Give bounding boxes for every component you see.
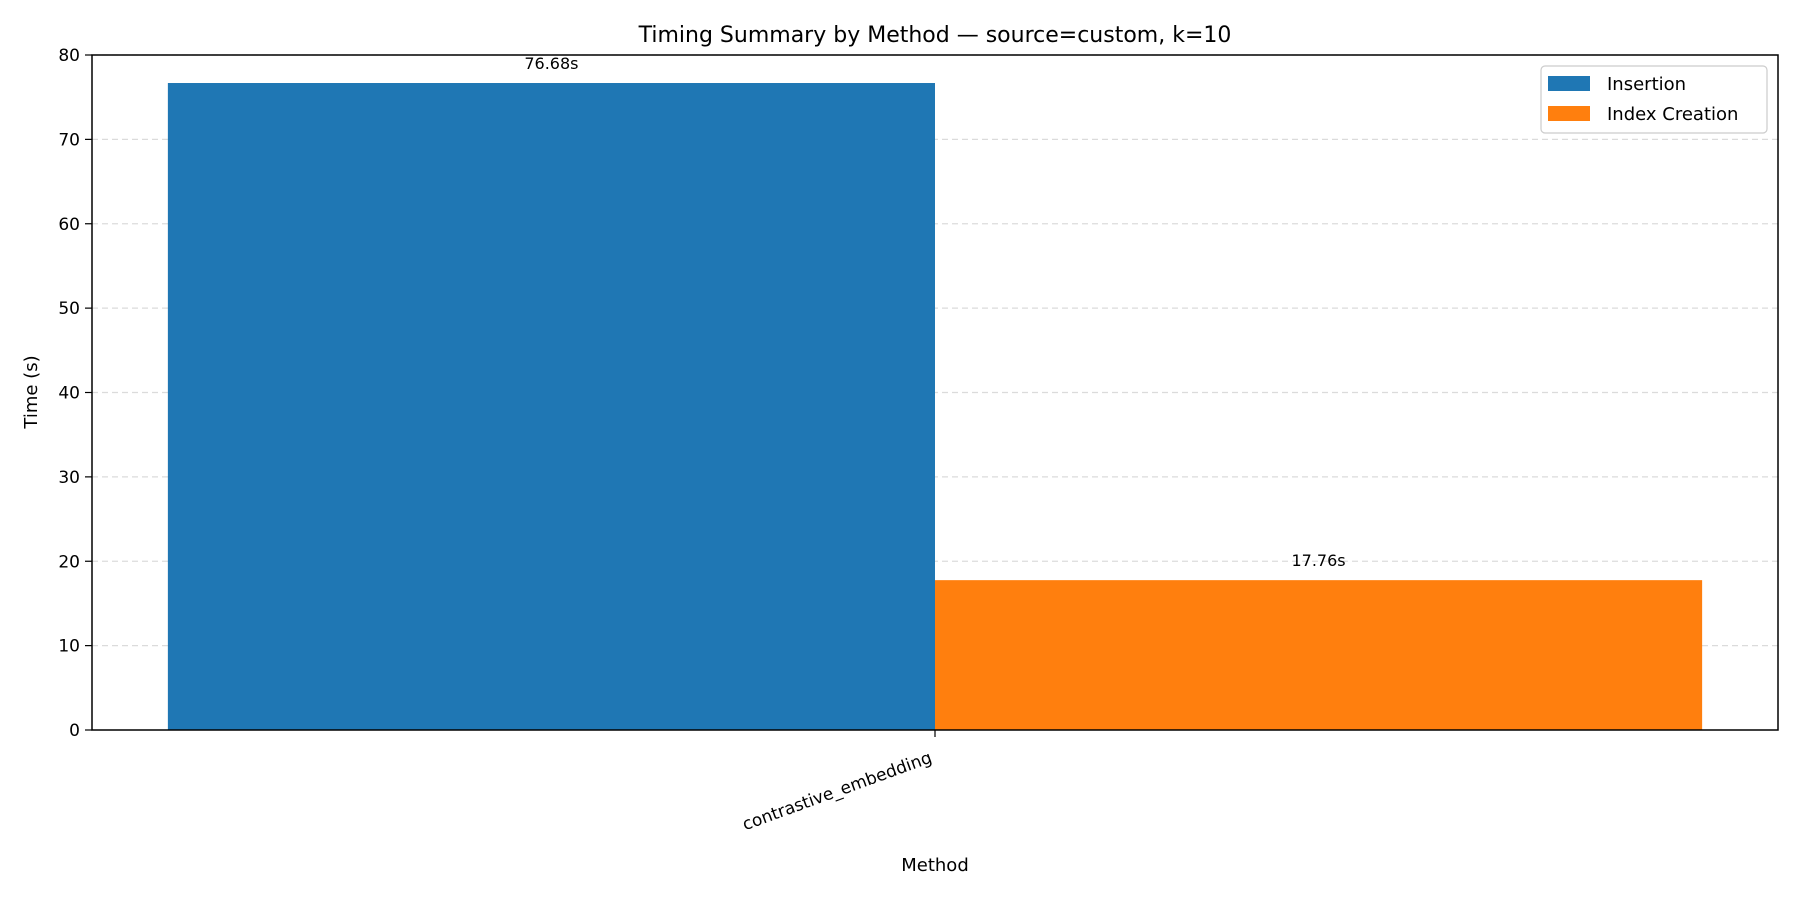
legend-label-insertion: Insertion bbox=[1607, 74, 1686, 95]
data-label-insertion: 76.68s bbox=[524, 54, 578, 73]
y-tick-label: 20 bbox=[58, 552, 80, 572]
y-tick-label: 10 bbox=[58, 637, 80, 657]
chart-title: Timing Summary by Method — source=custom… bbox=[638, 23, 1232, 48]
data-label-index-creation: 17.76s bbox=[1291, 551, 1345, 570]
y-tick-label: 60 bbox=[58, 215, 80, 235]
bar-insertion bbox=[167, 83, 935, 730]
bars bbox=[167, 83, 1703, 730]
legend-swatch-insertion bbox=[1548, 76, 1590, 91]
data-labels: 76.68s 17.76s bbox=[524, 54, 1345, 570]
y-tick-label: 0 bbox=[69, 721, 80, 741]
bar-index-creation bbox=[935, 580, 1703, 730]
y-tick-label: 70 bbox=[58, 130, 80, 150]
y-tick-label: 80 bbox=[58, 46, 80, 66]
y-tick-label: 40 bbox=[58, 384, 80, 404]
x-axis-label: Method bbox=[901, 855, 969, 876]
legend: Insertion Index Creation bbox=[1540, 65, 1768, 134]
legend-swatch-index-creation bbox=[1548, 106, 1590, 121]
legend-label-index-creation: Index Creation bbox=[1607, 104, 1738, 125]
y-tick-label: 50 bbox=[58, 299, 80, 319]
y-axis-label: Time (s) bbox=[21, 355, 42, 429]
y-tick-label: 30 bbox=[58, 468, 80, 488]
legend-box bbox=[1540, 65, 1768, 134]
